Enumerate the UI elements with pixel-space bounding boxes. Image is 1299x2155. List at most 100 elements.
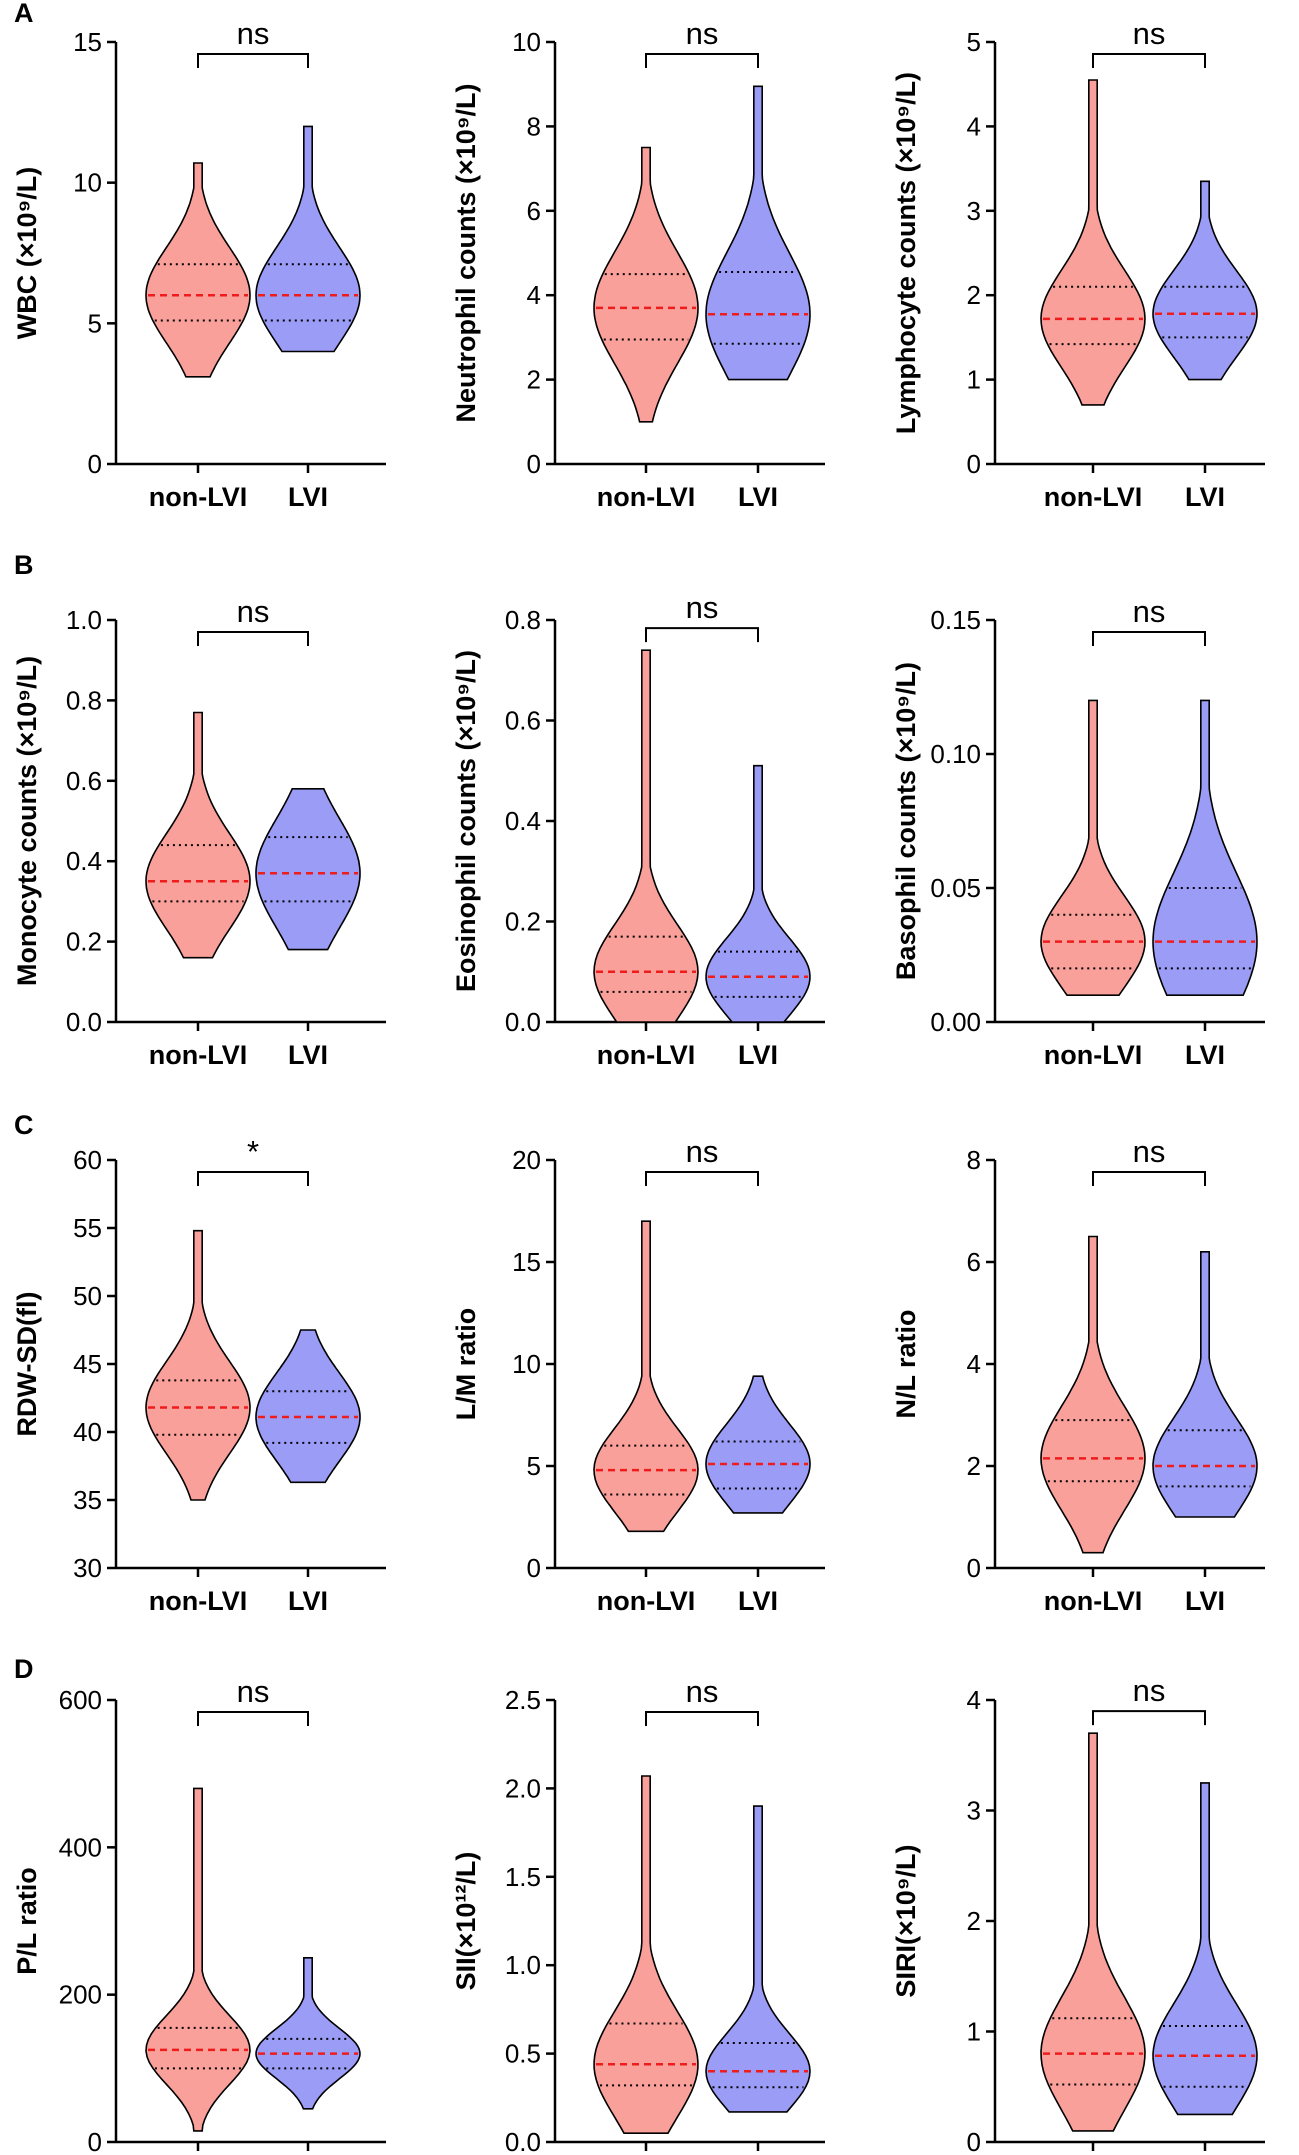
violin-non-lvi <box>593 649 699 1023</box>
y-tick-label: 6 <box>967 1247 981 1277</box>
y-tick-label: 2 <box>967 1451 981 1481</box>
violin-body <box>593 1220 699 1533</box>
violin-body <box>705 764 811 1023</box>
category-label-non-lvi: non-LVI <box>1044 1040 1142 1070</box>
y-tick-label: 0.05 <box>930 873 981 903</box>
y-tick-label: 0 <box>967 449 981 479</box>
y-tick-label: 10 <box>73 168 102 198</box>
violin-non-lvi <box>145 1229 251 1501</box>
y-tick-label: 4 <box>967 111 981 141</box>
chart-4: 0.0 0.2 0.4 0.6 0.8 1.0 non-LVI LVI Monocyte cou… <box>12 594 386 1070</box>
y-tick-label: 4 <box>967 1685 981 1715</box>
panel-letter-a: A <box>14 0 34 28</box>
violin-body <box>593 1775 699 2134</box>
significance-bracket <box>197 1711 309 1726</box>
y-axis-title: N/L ratio <box>891 1309 921 1418</box>
y-tick-label: 1.0 <box>66 605 102 635</box>
category-label-lvi: LVI <box>738 482 778 512</box>
y-tick-label: 400 <box>59 1832 102 1862</box>
violin-lvi <box>1152 1782 1258 2116</box>
y-tick-label: 60 <box>73 1145 102 1175</box>
category-label-lvi: LVI <box>1185 1040 1225 1070</box>
y-tick-label: 3 <box>967 1796 981 1826</box>
violin-non-lvi <box>145 1787 251 2132</box>
violin-lvi <box>705 764 811 1023</box>
violin-non-lvi <box>1040 699 1146 996</box>
panel-letter-b: B <box>14 550 34 580</box>
y-tick-label: 2 <box>527 365 541 395</box>
y-axis-title: Eosinophil counts (×10⁹/L) <box>451 650 481 992</box>
y-axis-title: Neutrophil counts (×10⁹/L) <box>451 83 481 422</box>
significance-label: ns <box>1133 1673 1166 1708</box>
y-axis-title: Monocyte counts (×10⁹/L) <box>12 656 42 986</box>
y-tick-label: 50 <box>73 1281 102 1311</box>
significance-label: ns <box>1133 1134 1166 1169</box>
category-label-lvi: LVI <box>288 1040 328 1070</box>
chart-3: 0 1 2 3 4 5 non-LVI LVI Lymphocyte counts (×10⁹/… <box>891 16 1265 512</box>
category-label-lvi: LVI <box>1185 482 1225 512</box>
y-tick-label: 10 <box>512 1349 541 1379</box>
violin-non-lvi <box>145 162 251 378</box>
category-label-non-lvi: non-LVI <box>597 1586 695 1616</box>
y-tick-label: 0 <box>967 2127 981 2155</box>
violin-body <box>255 125 361 353</box>
violin-lvi <box>255 1329 361 1484</box>
y-tick-label: 1 <box>967 2017 981 2047</box>
category-label-non-lvi: non-LVI <box>597 482 695 512</box>
y-tick-label: 20 <box>512 1145 541 1175</box>
chart-9: 0 2 4 6 8 non-LVI LVI N/L ratio ns <box>891 1134 1265 1616</box>
significance-label: ns <box>1133 16 1166 51</box>
y-tick-label: 1.0 <box>505 1950 541 1980</box>
violin-body <box>705 1375 811 1514</box>
significance-bracket <box>197 1171 309 1186</box>
category-label-non-lvi: non-LVI <box>149 1040 247 1070</box>
violin-non-lvi <box>593 1775 699 2134</box>
y-tick-label: 45 <box>73 1349 102 1379</box>
violin-non-lvi <box>593 146 699 423</box>
violin-lvi <box>1152 1251 1258 1518</box>
y-axis-title: SIRI(×10⁹/L) <box>891 1844 921 1997</box>
significance-bracket <box>1092 1710 1206 1726</box>
significance-label: * <box>247 1134 259 1169</box>
category-label-lvi: LVI <box>288 482 328 512</box>
category-label-non-lvi: non-LVI <box>149 1586 247 1616</box>
violin-body <box>145 1229 251 1501</box>
y-tick-label: 0.4 <box>505 806 541 836</box>
panel-letter-c: C <box>14 1110 34 1140</box>
significance-label: ns <box>237 594 270 629</box>
violin-body <box>1040 79 1146 406</box>
y-axis-title: Lymphocyte counts (×10⁹/L) <box>891 72 921 434</box>
y-tick-label: 0.10 <box>930 739 981 769</box>
chart-2: 0 2 4 6 8 10 non-LVI LVI Neutrophil counts (×10⁹… <box>451 16 825 512</box>
y-tick-label: 2 <box>967 280 981 310</box>
y-tick-label: 0.6 <box>66 766 102 796</box>
violin-body <box>705 1805 811 2113</box>
violin-lvi <box>705 1375 811 1514</box>
y-axis-title: L/M ratio <box>451 1308 481 1421</box>
y-tick-label: 0.0 <box>505 1007 541 1037</box>
significance-bracket <box>645 627 759 643</box>
violin-non-lvi <box>145 711 251 959</box>
category-label-lvi: LVI <box>288 1586 328 1616</box>
significance-label: ns <box>686 1134 719 1169</box>
violin-lvi <box>255 1957 361 2110</box>
y-tick-label: 6 <box>527 196 541 226</box>
violin-lvi <box>705 1805 811 2113</box>
y-tick-label: 5 <box>527 1451 541 1481</box>
y-tick-label: 0.2 <box>66 927 102 957</box>
y-tick-label: 1 <box>967 365 981 395</box>
significance-label: ns <box>1133 594 1166 629</box>
violin-body <box>1152 1782 1258 2116</box>
y-tick-label: 35 <box>73 1485 102 1515</box>
y-tick-label: 0.8 <box>66 685 102 715</box>
y-tick-label: 0.4 <box>66 846 102 876</box>
significance-bracket <box>1092 1171 1206 1186</box>
y-tick-label: 0.0 <box>66 1007 102 1037</box>
violin-body <box>1040 1235 1146 1554</box>
y-tick-label: 0.8 <box>505 605 541 635</box>
y-tick-label: 2.5 <box>505 1685 541 1715</box>
category-label-lvi: LVI <box>1185 1586 1225 1616</box>
violin-lvi <box>255 125 361 353</box>
y-tick-label: 40 <box>73 1417 102 1447</box>
